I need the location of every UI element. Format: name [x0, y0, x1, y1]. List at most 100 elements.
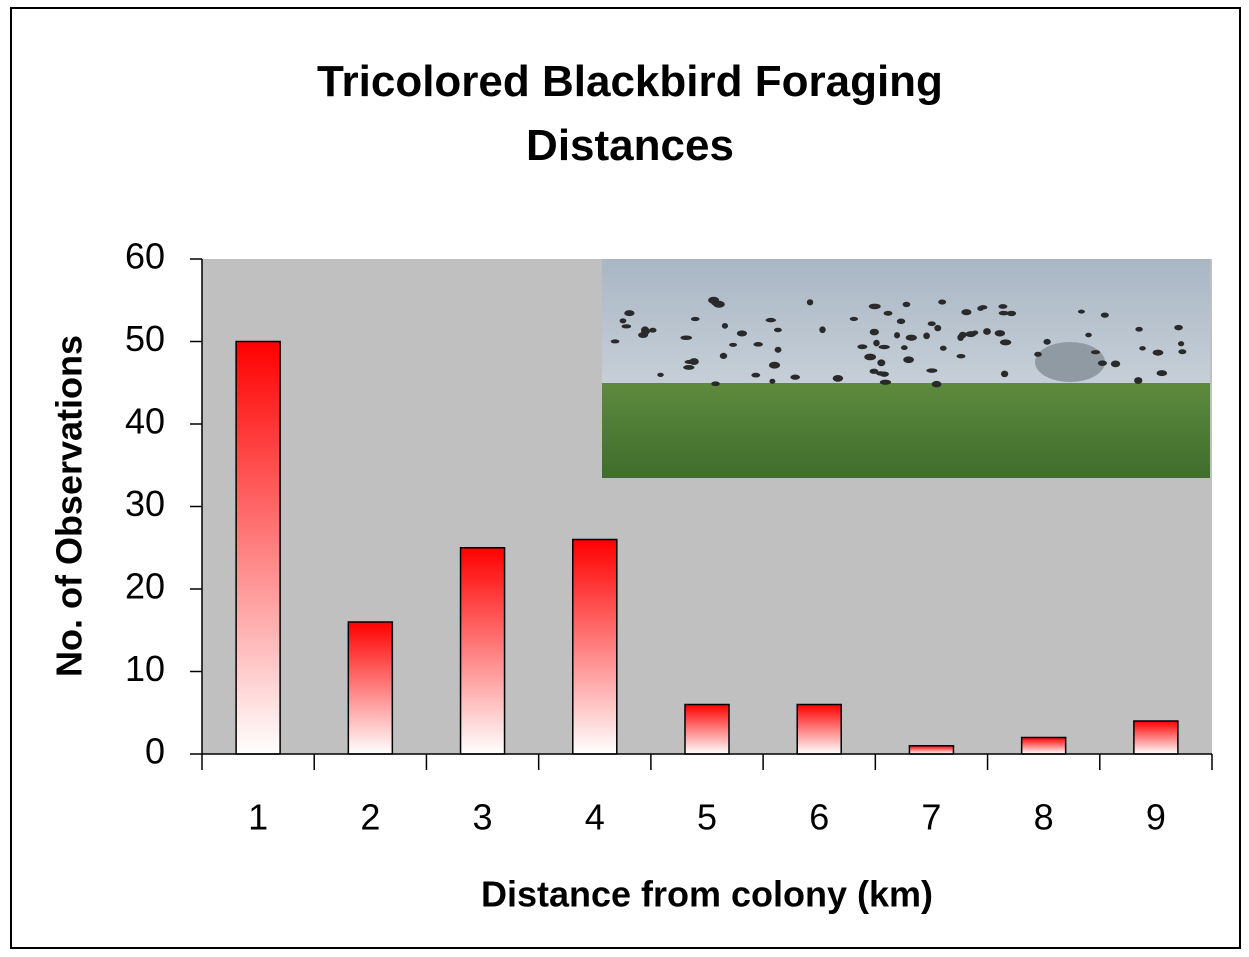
photo-bird: [1101, 313, 1109, 318]
photo-bird: [1174, 325, 1183, 330]
photo-bird: [1034, 352, 1042, 357]
photo-bird: [720, 353, 727, 359]
photo-bird: [769, 362, 780, 369]
photo-bird: [819, 326, 825, 333]
photo-bird: [691, 317, 700, 321]
y-axis-title: No. of Observations: [49, 335, 90, 677]
photo-bird: [708, 297, 719, 304]
photo-bird: [620, 318, 627, 323]
photo-building: [1035, 342, 1105, 382]
photo-bird: [737, 330, 747, 336]
photo-bird: [897, 319, 905, 325]
bar: [348, 622, 392, 754]
photo-bird: [957, 354, 966, 358]
x-tick-label: 4: [585, 797, 605, 838]
photo-bird: [857, 344, 867, 349]
photo-bird: [1091, 350, 1100, 354]
x-tick-label: 1: [248, 797, 268, 838]
photo-bird: [649, 328, 656, 333]
photo-bird: [873, 340, 879, 347]
photo-bird: [1134, 377, 1142, 384]
photo-bird: [790, 375, 800, 380]
photo-bird: [999, 311, 1009, 316]
photo-bird: [689, 358, 699, 365]
photo-bird: [884, 311, 893, 316]
x-tick-label: 7: [921, 797, 941, 838]
bar: [685, 705, 729, 755]
photo-bird: [1178, 341, 1184, 346]
photo-bird: [977, 306, 984, 311]
photo-bird: [995, 330, 1006, 336]
photo-bird: [870, 329, 879, 336]
photo-bird: [1001, 371, 1008, 377]
photo-bird: [774, 328, 782, 332]
photo-bird: [1078, 310, 1085, 314]
photo-bird: [961, 309, 971, 315]
photo-bird: [880, 380, 891, 385]
x-tick-label: 2: [360, 797, 380, 838]
photo-bird: [807, 299, 813, 305]
photo-bird: [775, 347, 782, 353]
y-tick-label: 50: [125, 318, 165, 359]
photo-bird: [1111, 360, 1120, 367]
photo-bird: [869, 304, 881, 310]
y-tick-label: 40: [125, 401, 165, 442]
y-tick-label: 30: [125, 483, 165, 524]
bar: [1022, 738, 1066, 755]
photo-bird: [940, 346, 947, 351]
bar: [1134, 721, 1178, 754]
photo-bird: [926, 368, 937, 372]
x-tick-label: 8: [1034, 797, 1054, 838]
photo-bird: [972, 330, 979, 334]
photo-bird: [901, 345, 908, 350]
photo-bird: [657, 373, 663, 377]
photo-bird: [1135, 327, 1142, 332]
photo-inset: [602, 259, 1210, 478]
photo-bird: [1153, 350, 1164, 356]
x-tick-label: 9: [1146, 797, 1166, 838]
photo-bird: [928, 321, 936, 326]
photo-bird: [1085, 333, 1092, 338]
photo-bird: [983, 328, 991, 335]
photo-bird: [769, 379, 775, 384]
photo-bird: [766, 318, 776, 322]
photo-bird: [864, 354, 876, 361]
photo-bird: [1139, 346, 1146, 350]
photo-bird: [877, 359, 885, 366]
photo-bird: [711, 381, 720, 386]
y-tick-label: 60: [125, 236, 165, 277]
photo-bird: [622, 324, 632, 328]
photo-bird: [751, 373, 760, 378]
photo-bird: [894, 332, 900, 338]
photo-bird: [934, 325, 941, 331]
photo-bird: [753, 342, 762, 347]
x-tick-label: 3: [473, 797, 493, 838]
y-tick-label: 10: [125, 648, 165, 689]
photo-bird: [903, 356, 914, 363]
photo-bird: [1043, 339, 1050, 345]
y-tick-label: 0: [145, 731, 165, 772]
photo-bird: [1000, 339, 1011, 345]
x-tick-label: 5: [697, 797, 717, 838]
bar: [236, 342, 280, 755]
photo-bird: [1098, 360, 1107, 366]
photo-bird: [680, 335, 692, 340]
photo-bird: [722, 323, 728, 329]
photo-bird: [903, 302, 911, 307]
x-axis-title: Distance from colony (km): [481, 874, 933, 915]
photo-bird: [683, 365, 694, 370]
photo-bird: [641, 326, 649, 333]
bar: [909, 746, 953, 754]
photo-bird: [850, 317, 858, 321]
bar: [573, 540, 617, 755]
photo-bird: [876, 371, 885, 375]
photo-bird: [878, 345, 889, 349]
x-tick-label: 6: [809, 797, 829, 838]
photo-bird: [932, 381, 942, 387]
photo-field: [602, 383, 1210, 478]
photo-bird: [906, 335, 917, 341]
photo-bird: [624, 310, 634, 316]
photo-bird: [1178, 349, 1186, 354]
bar: [797, 705, 841, 755]
y-tick-label: 20: [125, 566, 165, 607]
